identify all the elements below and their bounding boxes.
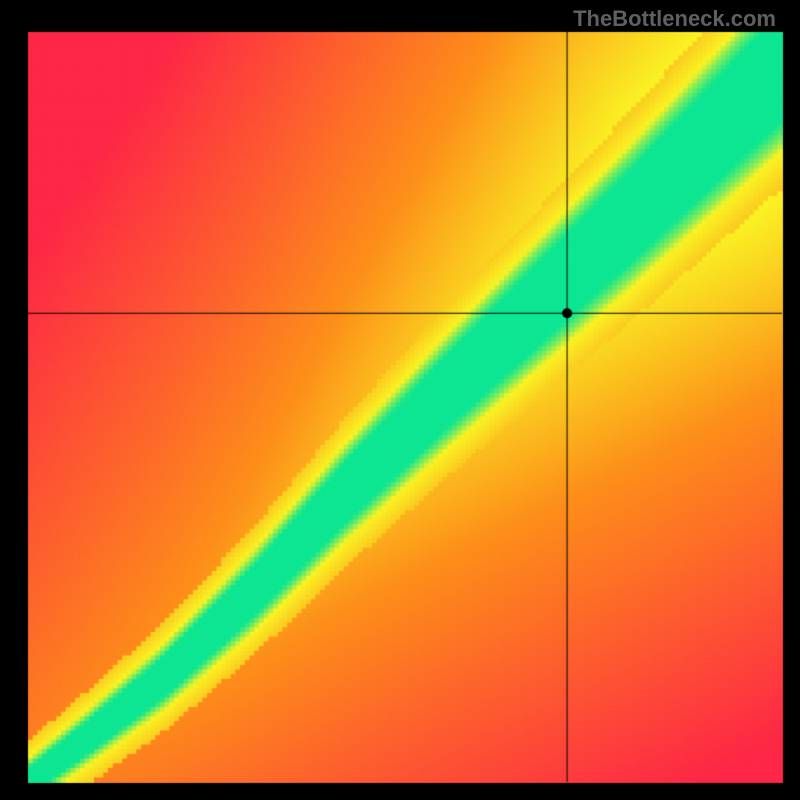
watermark-text: TheBottleneck.com — [573, 6, 776, 32]
heatmap-canvas — [0, 0, 800, 800]
chart-container: TheBottleneck.com — [0, 0, 800, 800]
